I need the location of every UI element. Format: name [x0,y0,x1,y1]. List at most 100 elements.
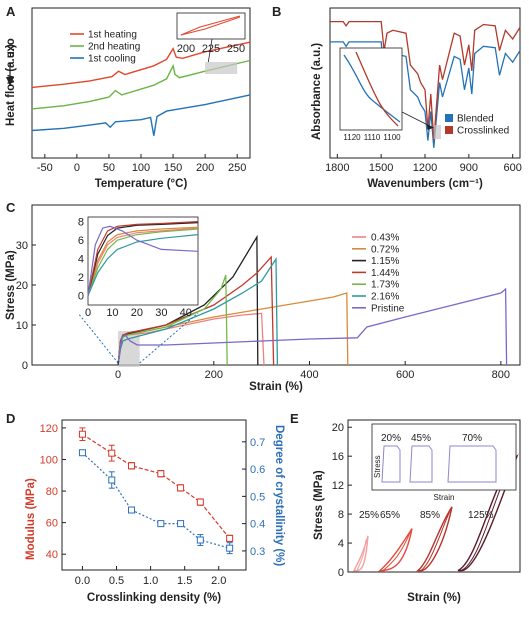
panel-d-point-0-3 [157,470,165,478]
panel-d-point-1-0 [78,449,86,457]
panel-b-inset-line-blended [343,54,401,123]
panel-c-inset-x-tick-label-0: 0 [85,307,91,319]
panel-e-y-tick-label-2: 8 [338,509,344,521]
panel-c-legend-label-1: 0.72% [371,244,399,255]
panel-d-y-tick-label-4: 120 [40,423,58,435]
panel-d-x-tick-label-4: 2.0 [211,575,226,587]
panel-e-inset-loop-0 [381,445,401,483]
panel-e-loop-label-0: 25% [359,510,379,521]
panel-d-point-1-6 [226,544,234,552]
panel-e-inset-y-title: Stress [373,455,382,478]
panel-a-inset: 200 225 250 [176,12,246,74]
panel-d-point-1-2 [128,506,136,514]
panel-b-legend-label-1: Crosslinked [457,126,509,137]
panel-e-loop-2 [416,506,453,572]
panel-c-y-title: Stress (MPa) [5,250,17,320]
panel-c-legend-label-0: 0.43% [371,233,399,244]
panel-b-x-tick-label-1: 1500 [369,162,393,174]
panel-d-y-tick-label-1: 60 [46,518,58,530]
panel-b-inset-tick-label-2: 1100 [383,133,401,142]
panel-d-point-1-1 [108,476,116,484]
panel-a-zoom-region [205,62,238,74]
panel-e-frame [347,419,521,573]
panel-a-x-tick-label-1: 0 [74,162,80,174]
panel-d-ticks: 0.0 0.5 1.0 1.5 2.0 40 60 80 100 120 0.3 0.4 0.5 0.6 0… [40,423,266,587]
panel-e-inset-loop-label-1: 45% [411,433,431,444]
panel-d-frame [61,419,247,571]
panel-d-y2-tick-label-1: 0.4 [250,519,265,531]
panel-e-ticks: 0 4 8 12 16 20 [332,422,352,579]
panel-e-loop-label-3: 125% [468,510,494,521]
panel-b-y-title: Absorbance (a.u.) [311,43,323,140]
panel-c-x-title: Strain (%) [249,381,303,393]
panel-c-inset: 0 10 20 30 40 0 2 4 6 8 [77,216,199,364]
panel-d-y-tick-label-3: 100 [40,454,58,466]
panel-b-x-tick-label-3: 900 [460,162,478,174]
panel-b-inset: 1120 1110 1100 [339,47,442,142]
panel-c-legend-label-4: 1.73% [371,280,399,291]
panel-a-legend-label-0: 1st heating [88,30,137,41]
panel-d-y-title: Modulus (MPa) [25,478,37,560]
panel-c-y-tick-label-2: 20 [16,280,28,292]
panel-d-point-1-4 [177,520,185,528]
panel-c-inset-line-2 [87,222,199,296]
panel-d-y2-tick-label-3: 0.6 [250,464,265,476]
panel-e-loop-label-1: 65% [380,510,400,521]
panel-letter-c: C [6,200,16,215]
panel-a-x-title: Temperature (°C) [95,178,188,190]
panel-a-exo-label: exo [5,38,17,58]
panel-c-series-line-6 [117,287,508,366]
panel-c-series-line-5 [117,256,279,366]
panel-c-inset-connector-left [77,312,119,364]
panel-a-inset-tick-label-1: 225 [202,43,220,55]
panel-d-y-tick-label-0: 40 [46,549,58,561]
panel-a-x-ticks: -50 0 50 100 150 200 250 [37,154,246,174]
panel-c-legend: 0.43%0.72%1.15%1.44%1.73%2.16%Pristine [352,233,405,314]
panel-c-inset-x-tick-label-2: 20 [131,307,143,319]
panel-c-x-tick-label-2: 400 [300,369,318,381]
panel-c-y-tick-label-1: 10 [16,320,28,332]
exo-arrow-head [6,77,14,86]
panel-c-inset-y-tick-label-0: 0 [78,291,84,303]
panel-d-series-line-0 [82,433,231,539]
panel-d-series-line-1 [81,452,230,549]
panel-e-y-tick-label-5: 20 [332,422,344,434]
panel-d: D 0.0 0.5 1.0 1.5 2.04060801001200.30.40.50.… [6,411,285,604]
panel-c-inset-y-tick-label-2: 4 [78,254,84,266]
panel-e-inset-loop-label-0: 20% [381,433,401,444]
panel-d-y2-tick-label-4: 0.7 [250,437,265,449]
panel-d-y-tick-label-2: 80 [46,486,58,498]
panel-b-x-tick-label-2: 1200 [413,162,437,174]
panel-c-inset-line-0 [87,227,199,296]
panel-c-inset-line-5 [87,234,199,296]
panel-a-inset-tick-label-0: 200 [177,43,195,55]
panel-c-inset-x-tick-label-3: 30 [155,307,167,319]
panel-a-inset-line-lower [180,16,241,36]
panel-c-legend-label-5: 2.16% [371,292,399,303]
panel-d-point-0-4 [177,484,185,492]
panel-d-point-0-0 [78,430,86,438]
panel-a-y-title: Heat flow (a.u.) [5,44,17,126]
panel-b-inset-frame [339,47,403,131]
panel-c-inset-line-1 [87,226,199,296]
panel-e-y-tick-label-0: 0 [338,567,344,579]
panel-c-x-tick-label-4: 800 [492,369,510,381]
panel-e-y-tick-label-1: 4 [338,538,344,550]
panel-d-point-1-5 [196,536,204,544]
panel-e-loop-inner-0 [356,539,367,571]
panel-e-loop-inner-1 [382,532,411,571]
panel-d-y2-tick-label-0: 0.3 [250,546,265,558]
panel-c-legend-label-2: 1.15% [371,256,399,267]
panel-a-plot [31,41,251,136]
panel-c-inset-x-tick-label-4: 40 [180,307,192,319]
panel-e-inset-frame [371,423,517,491]
panel-a-inset-frame [176,12,246,40]
panel-a-inset-line-upper [180,15,241,36]
panel-c-y-tick-label-0: 0 [22,360,28,372]
panel-b-x-tick-label-0: 1800 [325,162,349,174]
panel-b-x-title: Wavenumbers (cm⁻¹) [367,178,483,190]
panel-a-x-tick-label-5: 200 [196,162,214,174]
panel-c-x-tick-label-0: 0 [115,369,121,381]
